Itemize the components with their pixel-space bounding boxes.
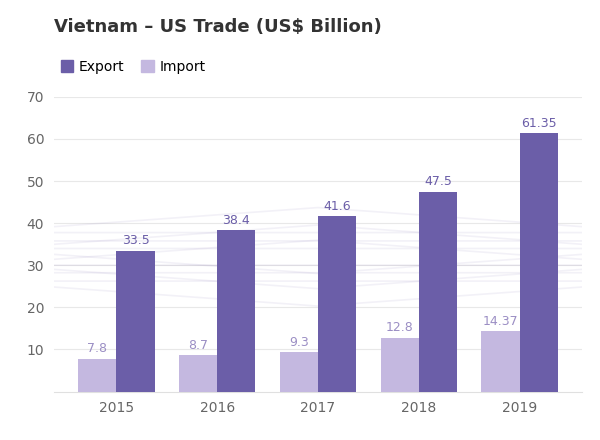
- Text: 9.3: 9.3: [289, 336, 309, 349]
- Bar: [179, 355, 217, 392]
- Bar: [520, 133, 558, 392]
- Text: 47.5: 47.5: [424, 175, 452, 188]
- Text: 33.5: 33.5: [122, 234, 149, 247]
- Text: 14.37: 14.37: [483, 315, 518, 328]
- Bar: [280, 352, 318, 392]
- Bar: [380, 337, 419, 392]
- Bar: [481, 331, 520, 392]
- Text: Vietnam – US Trade (US$ Billion): Vietnam – US Trade (US$ Billion): [54, 18, 382, 36]
- Text: 61.35: 61.35: [521, 117, 557, 130]
- Text: 41.6: 41.6: [323, 200, 351, 213]
- Bar: [217, 230, 256, 392]
- Legend: Export, Import: Export, Import: [61, 60, 205, 74]
- Text: 7.8: 7.8: [87, 342, 107, 356]
- Bar: [419, 191, 457, 392]
- Text: 8.7: 8.7: [188, 339, 208, 352]
- Text: 38.4: 38.4: [223, 213, 250, 227]
- Bar: [78, 359, 116, 392]
- Bar: [318, 216, 356, 392]
- Text: 12.8: 12.8: [386, 321, 413, 334]
- Bar: [116, 250, 155, 392]
